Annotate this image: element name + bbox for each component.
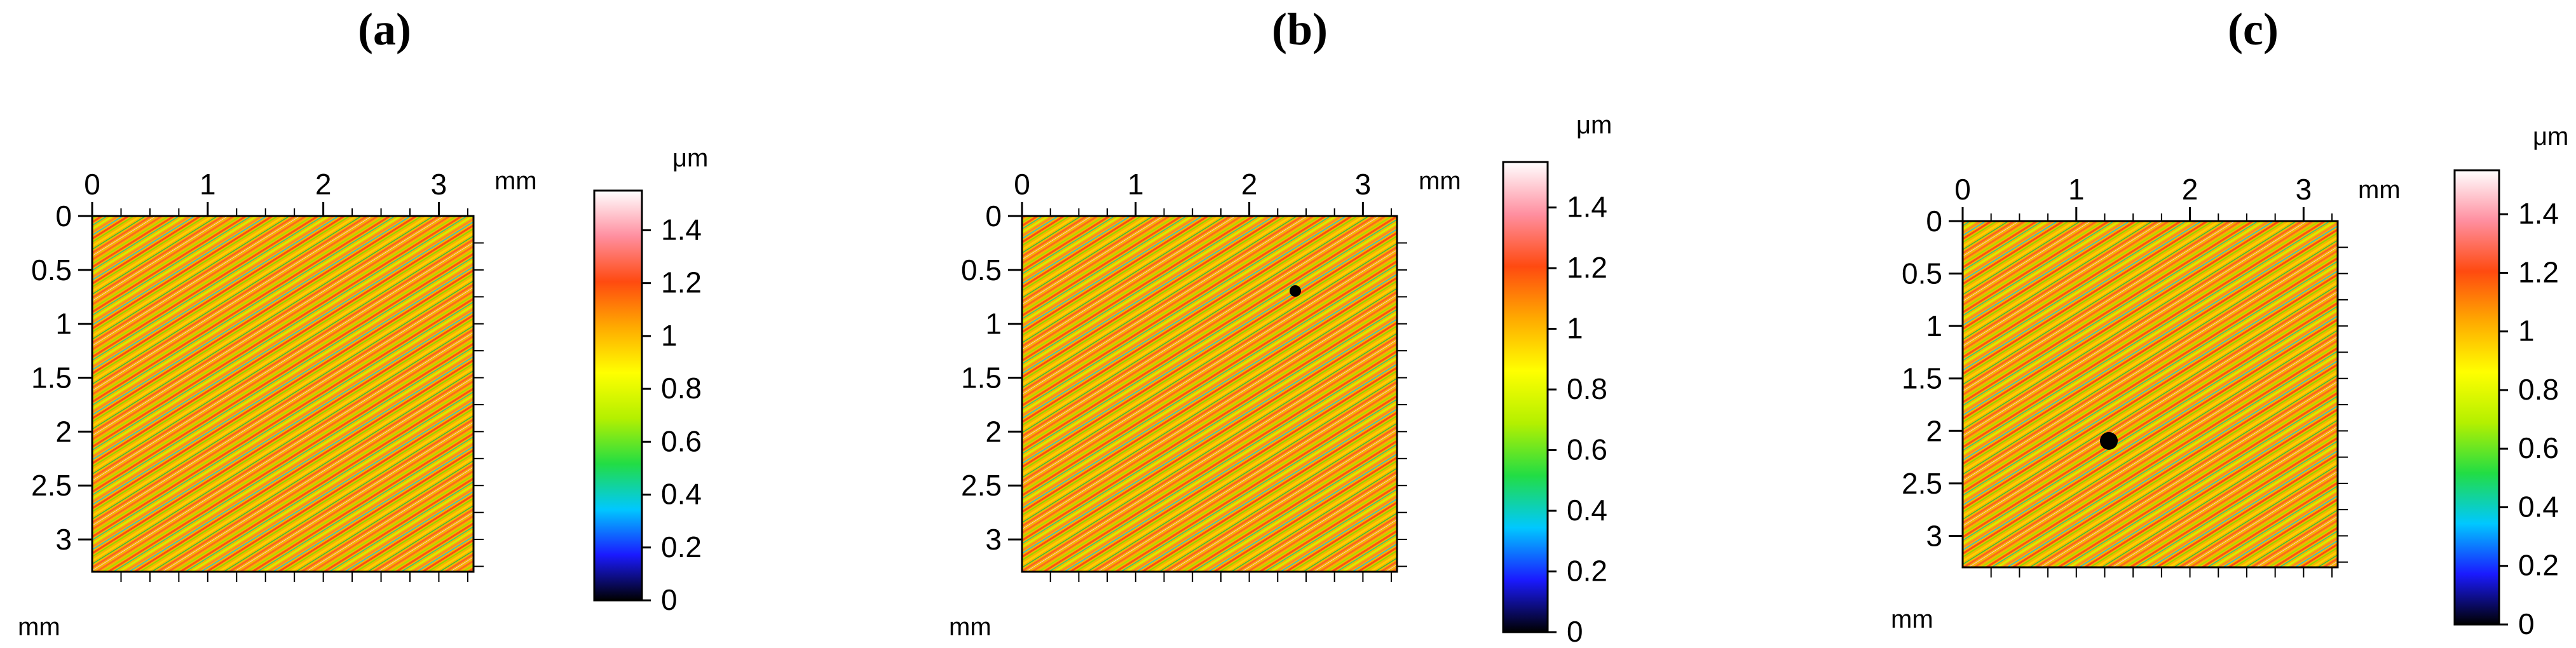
panel-a-y-tick-label: 2.5: [31, 469, 72, 502]
panel-a-colorbar-gradient: [593, 189, 643, 602]
panel-c-axes: 0 1 2 3 0 0.5 1 1.5 2 2.5 3: [1902, 173, 2348, 577]
panel-c-colorbar: 0 0.2 0.4 0.6 0.8 1 1.2 1.4: [2453, 169, 2559, 640]
panel-b-colorbar-tick-label: 1.2: [1567, 251, 1607, 284]
panel-b-title: (b): [1272, 4, 1328, 55]
panel-b-colorbar-tick-label: 1.4: [1567, 191, 1607, 224]
panel-c-colorbar-tick-label: 0: [2518, 607, 2535, 640]
panel-b-y-tick-label: 0.5: [961, 253, 1002, 287]
panel-c-x-unit: mm: [2358, 176, 2401, 204]
panel-c-x-tick-label: 2: [2182, 173, 2198, 206]
panel-c-y-tick-label: 2: [1926, 414, 1942, 447]
panel-a-x-tick-label: 2: [315, 168, 332, 201]
panel-b-surface-map: [1021, 215, 1398, 573]
panel-a-colorbar-tick-label: 0.6: [661, 424, 702, 457]
panel-b-y-tick-label: 3: [985, 523, 1002, 556]
panel-c-y-unit: mm: [1891, 605, 1933, 633]
panel-a-colorbar-tick-label: 0.4: [661, 478, 702, 511]
panel-b-x-tick-label: 0: [1014, 168, 1030, 201]
panel-b: (b) 0 1 2 3 0 0.5 1 1.5 2 2.5 3 mm mm 0 0.2 0.4 0.6 0.…: [949, 4, 1612, 648]
panel-a-colorbar-tick-label: 1.4: [661, 213, 702, 246]
panel-c-colorbar-tick-label: 1.4: [2518, 197, 2559, 230]
panel-a-y-tick-label: 3: [55, 523, 72, 556]
panel-a-x-unit: mm: [494, 167, 537, 195]
panel-a-y-unit: mm: [18, 613, 60, 641]
panel-c-y-tick-label: 0: [1926, 205, 1942, 238]
panel-a-colorbar: 0 0.2 0.4 0.6 0.8 1 1.2 1.4: [593, 189, 702, 616]
panel-c-y-tick-label: 1.5: [1902, 362, 1942, 395]
panel-c-colorbar-tick-label: 0.4: [2518, 490, 2559, 523]
panel-c-colorbar-tick-label: 1: [2518, 314, 2535, 348]
panel-b-x-tick-label: 1: [1128, 168, 1144, 201]
panel-b-colorbar-tick-label: 0.4: [1567, 494, 1607, 527]
panel-a: (a) 0 1 2 3 0 0.5 1 1.5 2 2.5 3 mm mm 0 0.2 0.4 0.6 0.…: [18, 4, 708, 641]
panel-b-colorbar-tick-label: 1: [1567, 312, 1583, 345]
panel-b-x-tick-label: 3: [1355, 168, 1372, 201]
panel-b-colorbar-tick-label: 0.8: [1567, 372, 1607, 405]
panel-a-x-tick-label: 0: [84, 168, 100, 201]
panel-c-y-tick-label: 0.5: [1902, 257, 1942, 290]
panel-b-colorbar-tick-label: 0: [1567, 615, 1583, 648]
panel-b-x-unit: mm: [1419, 167, 1461, 195]
panel-b-y-tick-label: 0: [985, 199, 1002, 233]
panel-c: (c) 0 1 2 3 0 0.5 1 1.5 2 2.5 3 mm mm 0 0.2 0.4 0.6 0.…: [1891, 4, 2568, 640]
panel-c-x-tick-label: 1: [2068, 173, 2085, 206]
panel-c-y-tick-label: 1: [1926, 309, 1942, 342]
panel-b-y-tick-label: 1: [985, 307, 1002, 341]
panel-a-y-tick-label: 1.5: [31, 361, 72, 395]
panel-c-colorbar-tick-label: 0.6: [2518, 431, 2559, 464]
panel-b-colorbar-tick-label: 0.6: [1567, 433, 1607, 466]
panel-b-axes: 0 1 2 3 0 0.5 1 1.5 2 2.5 3: [961, 168, 1407, 582]
panel-c-x-tick-label: 0: [1954, 173, 1971, 206]
panel-a-colorbar-tick-label: 0.8: [661, 372, 702, 405]
panel-a-y-tick-label: 1: [55, 307, 72, 341]
panel-c-surface-map: [1961, 220, 2339, 569]
panel-a-title: (a): [358, 4, 411, 55]
panel-c-colorbar-tick-label: 1.2: [2518, 255, 2559, 288]
panel-c-title: (c): [2228, 4, 2279, 55]
panel-c-colorbar-unit: μm: [2533, 123, 2568, 151]
panel-b-y-tick-label: 2: [985, 415, 1002, 448]
panel-b-defect-dot: [1290, 285, 1301, 297]
panel-a-colorbar-tick-label: 0.2: [661, 530, 702, 564]
panel-a-axes: 0 1 2 3 0 0.5 1 1.5 2 2.5 3: [31, 168, 484, 582]
panel-a-colorbar-tick-label: 1: [661, 319, 678, 352]
panel-b-y-tick-label: 2.5: [961, 469, 1002, 502]
panel-a-x-tick-label: 3: [431, 168, 447, 201]
panel-a-colorbar-unit: μm: [672, 144, 708, 172]
panel-b-y-unit: mm: [949, 613, 992, 641]
panel-b-y-tick-label: 1.5: [961, 361, 1002, 395]
panel-b-colorbar-gradient: [1502, 161, 1549, 633]
panel-c-y-tick-label: 3: [1926, 519, 1942, 552]
panel-a-surface-map: [91, 215, 475, 573]
panel-a-colorbar-tick-label: 1.2: [661, 266, 702, 299]
panel-a-y-tick-label: 0: [55, 199, 72, 233]
panel-b-x-tick-label: 2: [1241, 168, 1258, 201]
panel-c-x-tick-label: 3: [2296, 173, 2312, 206]
panel-c-colorbar-tick-label: 0.8: [2518, 373, 2559, 406]
panel-c-colorbar-tick-label: 0.2: [2518, 549, 2559, 582]
panel-a-colorbar-tick-label: 0: [661, 583, 678, 616]
panel-b-colorbar-unit: μm: [1576, 111, 1612, 139]
panel-c-colorbar-gradient: [2453, 169, 2500, 626]
panel-a-y-tick-label: 2: [55, 415, 72, 448]
panel-a-y-tick-label: 0.5: [31, 253, 72, 287]
panel-c-defect-dot: [2100, 432, 2118, 450]
panel-a-x-tick-label: 1: [200, 168, 216, 201]
panel-b-colorbar-tick-label: 0.2: [1567, 555, 1607, 588]
panel-b-colorbar: 0 0.2 0.4 0.6 0.8 1 1.2 1.4: [1502, 161, 1607, 648]
panel-c-y-tick-label: 2.5: [1902, 467, 1942, 500]
